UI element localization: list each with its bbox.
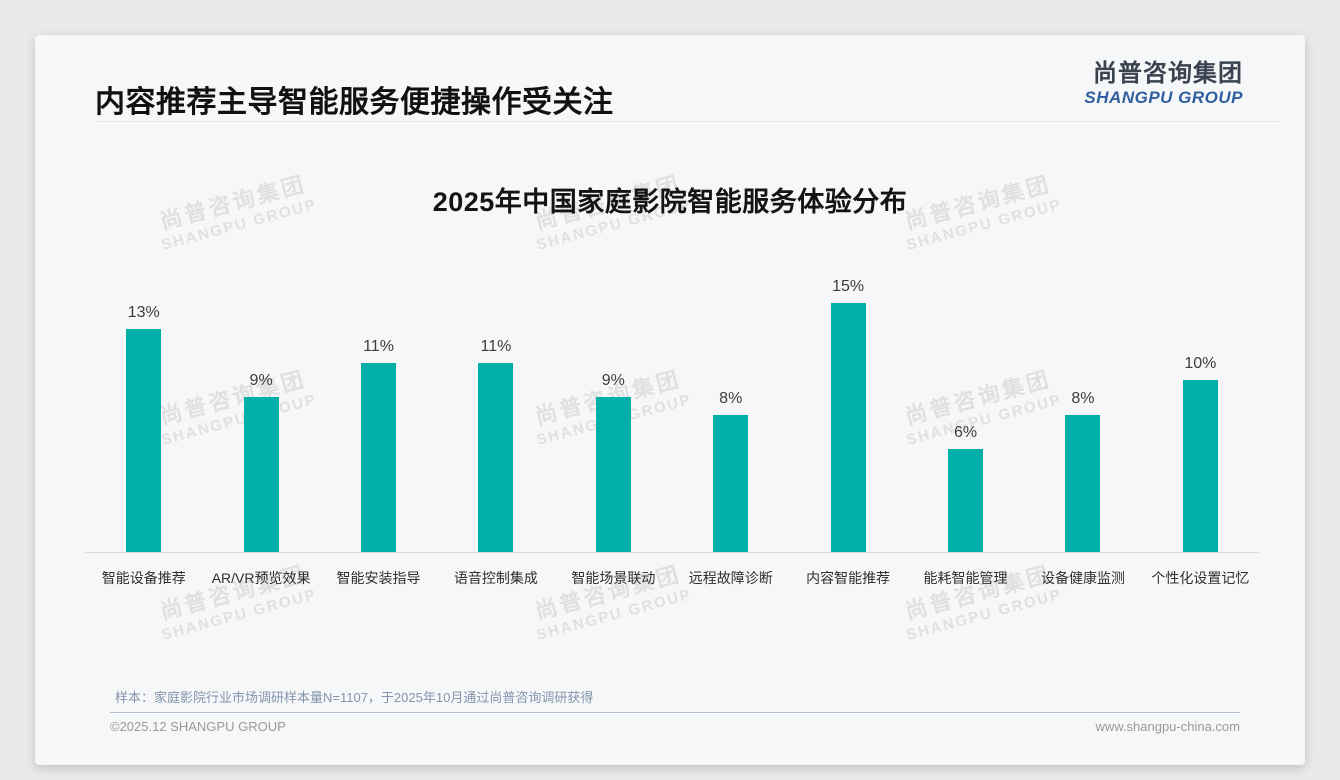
bar-column: 8%	[672, 278, 789, 552]
bar	[1182, 380, 1218, 552]
bar	[478, 362, 514, 552]
bar	[830, 303, 866, 552]
bar-column: 9%	[202, 278, 319, 552]
watermark-en-text: SHANGPU GROUP	[904, 586, 1064, 644]
bar-column: 13%	[85, 278, 202, 552]
bar-value-label: 15%	[832, 278, 865, 295]
slide-card: 尚普咨询集团 SHANGPU GROUP 尚普咨询集团 SHANGPU GROUP 尚普…	[35, 35, 1305, 765]
brand-logo: 尚普咨询集团 SHANGPU GROUP	[1084, 60, 1243, 107]
bar-column: 11%	[437, 278, 554, 552]
chart-title: 2025年中国家庭影院智能服务体验分布	[432, 187, 908, 217]
bar-column: 8%	[1024, 278, 1141, 552]
x-axis-label: 设备健康监测	[1040, 570, 1125, 586]
bar	[1065, 414, 1101, 552]
slide-header: 内容推荐主导智能服务便捷操作受关注 尚普咨询集团 SHANGPU GROUP	[95, 60, 1243, 121]
bar-column: 6%	[907, 278, 1024, 552]
website-text: www.shangpu-china.com	[1095, 719, 1240, 734]
x-axis-label: 语音控制集成	[453, 570, 538, 586]
bar-column: 10%	[1142, 278, 1259, 552]
chart-plot-area: 13% 9% 11% 11% 9% 8% 15% 6% 8% 10%	[85, 278, 1259, 553]
bar-value-label: 8%	[1071, 389, 1095, 407]
page-title: 内容推荐主导智能服务便捷操作受关注	[95, 86, 614, 119]
bar	[713, 414, 749, 552]
x-axis-label: 远程故障诊断	[688, 570, 773, 586]
copyright-text: ©2025.12 SHANGPU GROUP	[110, 719, 286, 734]
bar-chart: 13% 9% 11% 11% 9% 8% 15% 6% 8% 10% 智能设备推荐 AR/VR预览效…	[85, 278, 1259, 588]
bar-value-label: 8%	[719, 389, 743, 407]
bar-column: 11%	[320, 278, 437, 552]
bar-value-label: 11%	[363, 337, 394, 355]
bar-column: 15%	[789, 278, 906, 552]
x-axis-label: 能耗智能管理	[923, 570, 1008, 586]
bar-value-label: 10%	[1184, 355, 1217, 373]
brand-logo-en: SHANGPU GROUP	[1084, 87, 1243, 107]
watermark-en-text: SHANGPU GROUP	[534, 586, 694, 644]
x-axis-label: AR/VR预览效果	[211, 570, 311, 586]
bar-value-label: 11%	[480, 337, 512, 355]
bar	[948, 448, 984, 552]
x-axis-label: 智能安装指导	[336, 570, 421, 586]
bar	[361, 362, 397, 552]
sample-note: 样本：家庭影院行业市场调研样本量N=1107，于2025年10月通过尚普咨询调研…	[115, 690, 594, 705]
bar	[126, 328, 162, 552]
x-axis-label: 个性化设置记忆	[1151, 570, 1250, 586]
x-axis-label: 智能场景联动	[571, 570, 656, 586]
footer-divider	[110, 712, 1240, 713]
bar	[243, 397, 279, 552]
x-axis-label: 智能设备推荐	[101, 570, 186, 586]
slide-footer: ©2025.12 SHANGPU GROUP www.shangpu-china…	[110, 719, 1240, 734]
bar	[595, 397, 631, 552]
x-axis-label: 内容智能推荐	[806, 570, 891, 586]
x-axis-labels: 智能设备推荐 AR/VR预览效果 智能安装指导 语音控制集成 智能场景联动 远程故障诊断 内…	[85, 568, 1259, 588]
bar-value-label: 6%	[953, 423, 978, 441]
bar-column: 9%	[555, 278, 672, 552]
watermark-en-text: SHANGPU GROUP	[159, 586, 319, 644]
bar-value-label: 9%	[249, 372, 273, 390]
header-divider	[95, 121, 1280, 122]
bar-value-label: 9%	[601, 372, 625, 390]
bar-value-label: 13%	[127, 303, 160, 321]
brand-logo-cn: 尚普咨询集团	[1093, 60, 1243, 87]
